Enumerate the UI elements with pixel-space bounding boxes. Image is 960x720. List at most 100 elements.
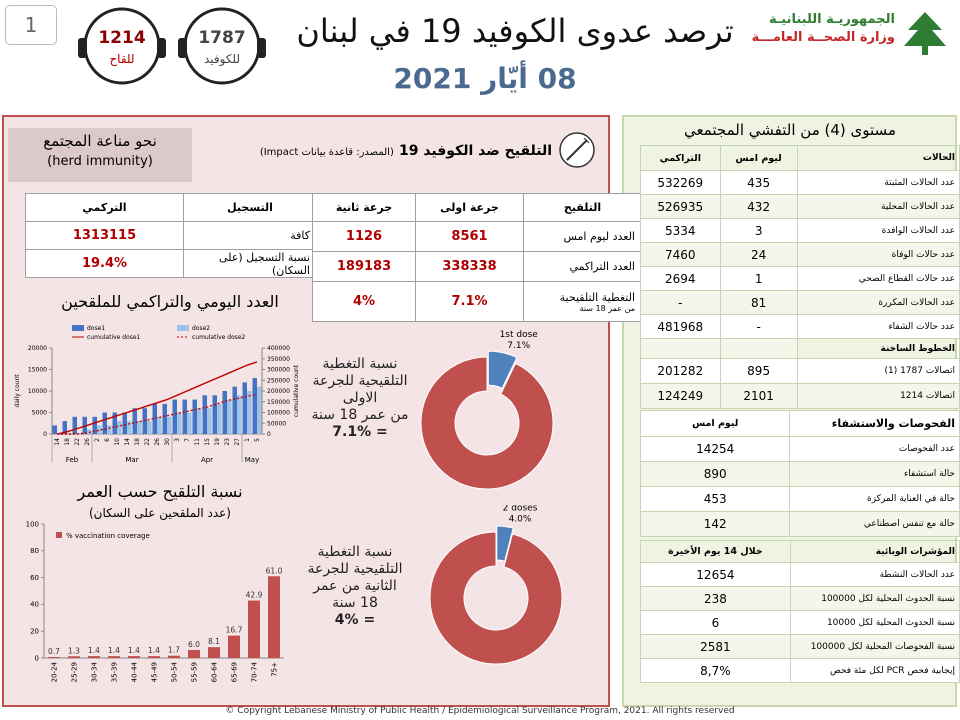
value-label: 61.0 xyxy=(266,566,283,575)
bar xyxy=(177,412,182,434)
pie-slice xyxy=(487,350,518,389)
ministry-line2: وزارة الصحــة العامـــة xyxy=(751,30,895,45)
row: عدد حالات القطاع الصحي 1 2694 xyxy=(640,266,960,291)
legend-label: dose1 xyxy=(87,325,105,332)
value-cell: 24 xyxy=(719,242,798,267)
cases: الحالات ليوم امس التراكمي عدد الحالات المثب… xyxy=(640,145,960,409)
badge-label: للقاح xyxy=(109,52,134,66)
hotline-header-row: الخطوط الساخنة xyxy=(640,338,960,359)
value-cell: 12654 xyxy=(640,562,791,587)
page-number: 1 xyxy=(5,5,57,45)
value-cell: 5334 xyxy=(640,218,721,243)
value-label: 8.1 xyxy=(208,637,220,646)
bar xyxy=(137,421,142,434)
table: التلقيح جرعة اولى جرعة ثانية العدد ليوم امس… xyxy=(312,193,642,322)
bar xyxy=(252,378,257,434)
value-cell: 238 xyxy=(640,586,791,611)
label-cell: عدد الحالات النشطة xyxy=(789,562,960,587)
value-cell: 201282 xyxy=(640,358,721,384)
slice-value-label: 4.0% xyxy=(509,515,532,525)
value-cell: 7.1% xyxy=(415,281,524,322)
x-tick-label: 55-59 xyxy=(190,662,198,682)
header-row: الحالات ليوم امس التراكمي xyxy=(640,145,960,171)
label-cell: اتصالات 1214 xyxy=(796,383,960,409)
x-tick-label: 6 xyxy=(104,438,111,442)
main-title: ترصد عدوى الكوفيد 19 في لبنان xyxy=(296,12,734,50)
label-cell: عدد الحالات المثبتة xyxy=(796,170,960,195)
bar xyxy=(157,416,162,434)
row: عدد الحالات الوافدة 3 5334 xyxy=(640,218,960,243)
y2-tick-label: 350000 xyxy=(267,356,290,363)
right-title: مستوى (4) من التفشي المجتمعي xyxy=(684,121,896,139)
value-cell: 142 xyxy=(639,511,791,537)
header-cell: خلال 14 يوم الأخيرة xyxy=(640,540,791,563)
value-cell: 8561 xyxy=(415,221,524,252)
x-tick-label: 23 xyxy=(224,438,231,446)
x-tick-label: 50-54 xyxy=(170,661,178,682)
value-cell: 481968 xyxy=(640,314,721,339)
vaccination-header: التلقيح ضد الكوفيد 19 (المصدر: قاعدة بيا… xyxy=(230,140,552,159)
row: نسبة الحدوث المحلية لكل 100000 238 xyxy=(640,586,960,611)
report-date: 08 أيّار 2021 xyxy=(393,62,577,95)
x-tick-label: 75+ xyxy=(270,662,278,677)
x-tick-label: 65-69 xyxy=(230,662,238,682)
label-cell: اتصالات 1787 (1) xyxy=(796,358,960,384)
row: العدد التراكمي 338338 189183 xyxy=(312,251,642,282)
x-tick-label: 35-39 xyxy=(110,662,118,682)
y-tick-label: 100 xyxy=(26,520,39,528)
x-tick-label: 18 xyxy=(64,438,71,446)
label-cell: حالة استشفاء xyxy=(789,461,960,487)
line xyxy=(56,361,258,435)
y-tick-label: 20000 xyxy=(28,345,47,352)
x-tick-label: 19 xyxy=(214,438,221,446)
row: حالة في العناية المركزة 453 xyxy=(639,486,960,512)
text-line: التلقيحية للجرعة xyxy=(312,373,408,389)
bar xyxy=(227,399,232,434)
text-line: الثانية من عمر xyxy=(313,578,397,594)
daily-title: العدد اليومي والتراكمي للملقحين xyxy=(61,292,279,311)
label-cell: عدد حالات القطاع الصحي xyxy=(796,266,960,291)
bar xyxy=(212,395,217,434)
table: الحالات ليوم امس التراكمي عدد الحالات المثب… xyxy=(640,145,960,409)
bar xyxy=(222,391,227,434)
bar xyxy=(52,425,57,434)
bar xyxy=(202,395,207,434)
x-tick-label: 26 xyxy=(154,438,161,446)
badge-label: للكوفيد xyxy=(204,52,240,67)
x-group-label: Mar xyxy=(125,456,138,464)
header-cell: التراكمي xyxy=(640,145,721,171)
bar xyxy=(197,408,202,434)
value-cell: - xyxy=(719,314,798,339)
x-tick-label: 14 xyxy=(54,438,61,446)
bar xyxy=(248,600,260,658)
slice-label: 2 doses xyxy=(503,505,538,514)
registration: التسجيل التركمي كافة 1313115 نسبة التسجيل (ع… xyxy=(25,193,317,278)
bar xyxy=(72,416,77,434)
tests: الفحوصات والاستشفاء ليوم امس عدد الفحوصات 1… xyxy=(639,410,960,537)
bar xyxy=(152,403,157,434)
label-cell: عدد الحالات المحلية xyxy=(796,194,960,219)
x-tick-label: 22 xyxy=(144,438,151,446)
label-cell: حالة في العناية المركزة xyxy=(789,486,960,512)
legend-label: cumulative dose2 xyxy=(192,334,246,341)
value-cell: 1126 xyxy=(312,221,416,252)
label-cell: نسبة الحدوث المحلية لكل 100000 xyxy=(789,586,960,611)
bar xyxy=(192,399,197,434)
bar xyxy=(68,656,80,658)
x-tick-label: 5 xyxy=(254,438,261,442)
dose2-text: نسبة التغطية التلقيحية للجرعة الثانية من ع… xyxy=(300,544,410,629)
pie-slice xyxy=(496,525,514,562)
age-chart: 0 20 40 60 80 100 20-24 25-29 30-34 35-39 40-44 45-… xyxy=(26,520,284,682)
header-row: المؤشرات الوبائية خلال 14 يوم الأخيرة xyxy=(640,540,960,563)
row: عدد الحالات المكررة 81- xyxy=(640,290,960,315)
row: عدد حالات الشفاء -481968 xyxy=(640,314,960,339)
hotline-title: الخطوط الساخنة xyxy=(796,338,960,359)
text-line: 18 سنة xyxy=(332,595,378,611)
value-label: 1.4 xyxy=(108,646,120,655)
y2-tick-label: 100000 xyxy=(267,410,290,417)
header-cell: جرعة اولى xyxy=(415,193,524,222)
bar xyxy=(147,421,152,434)
bar xyxy=(242,382,247,434)
x-tick-label: 10 xyxy=(114,438,121,446)
